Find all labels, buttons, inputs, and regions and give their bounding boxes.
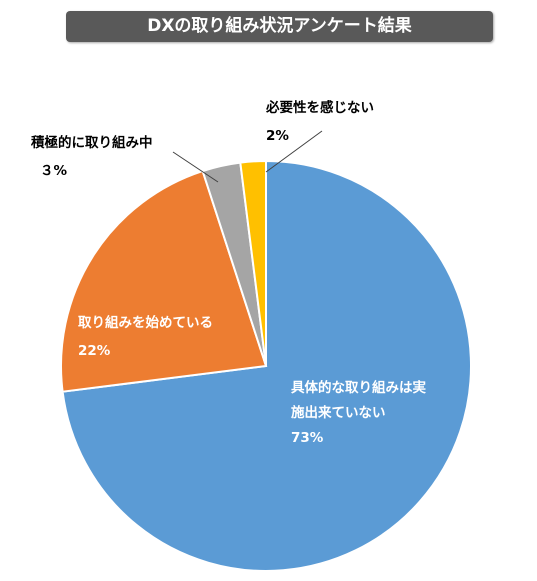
slice-label-3: 積極的に取り組み中 ３% <box>30 134 153 179</box>
pie-slice-4 <box>239 159 267 367</box>
slice-label-4: 必要性を感じない 2% <box>265 99 374 144</box>
slice-value: 2% <box>266 128 289 144</box>
leader-line-4 <box>265 130 323 173</box>
slice-labels: 具体的な取り組みは実施出来ていない 73% 取り組みを始めている 22% 積極的に取り組… <box>30 99 426 446</box>
chart-title: DXの取り組み状況アンケート結果 <box>66 11 493 42</box>
slice-label-2: 取り組みを始めている 22% <box>78 314 213 359</box>
slice-category: 具体的な取り組みは実 <box>290 379 426 396</box>
slice-value: 22% <box>78 343 111 359</box>
slice-category: 取り組みを始めている <box>78 314 213 331</box>
slice-category: 施出来ていない <box>291 404 386 421</box>
pie-slices <box>60 159 473 572</box>
slice-value: ３% <box>40 163 67 179</box>
slice-label-1: 具体的な取り組みは実施出来ていない 73% <box>290 379 426 446</box>
slice-value: 73% <box>291 430 324 446</box>
leader-line-3 <box>172 151 219 183</box>
leader-lines <box>172 130 323 183</box>
slice-category: 積極的に取り組み中 <box>30 134 153 151</box>
slice-category: 必要性を感じない <box>265 99 374 116</box>
pie-slice-2 <box>60 169 268 393</box>
